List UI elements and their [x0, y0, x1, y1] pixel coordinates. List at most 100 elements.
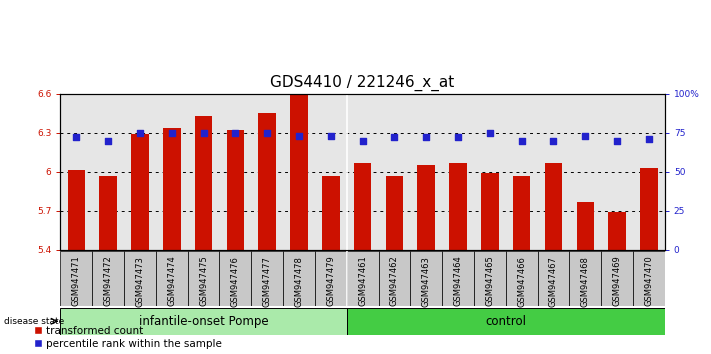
Point [611, 138, 623, 143]
Text: GSM947466: GSM947466 [517, 256, 526, 307]
Bar [417, 165, 435, 250]
Point [262, 130, 273, 136]
Text: GSM947467: GSM947467 [549, 256, 558, 307]
Text: GSM947474: GSM947474 [167, 256, 176, 307]
Bar [124, 94, 156, 250]
Point [357, 138, 368, 143]
Text: GSM947470: GSM947470 [644, 256, 653, 307]
FancyBboxPatch shape [283, 251, 315, 306]
FancyBboxPatch shape [347, 308, 665, 335]
Legend: transformed count, percentile rank within the sample: transformed count, percentile rank withi… [33, 326, 222, 349]
Text: GSM947478: GSM947478 [294, 256, 304, 307]
Bar [92, 94, 124, 250]
Bar [385, 176, 403, 250]
Bar [156, 94, 188, 250]
FancyBboxPatch shape [538, 251, 570, 306]
FancyBboxPatch shape [410, 251, 442, 306]
Text: GSM947471: GSM947471 [72, 256, 81, 307]
Bar [315, 94, 347, 250]
Bar [68, 170, 85, 250]
Text: GSM947479: GSM947479 [326, 256, 336, 307]
Bar [188, 94, 220, 250]
Bar [283, 94, 315, 250]
Point [325, 133, 336, 139]
Point [484, 130, 496, 136]
Bar [100, 176, 117, 250]
Point [70, 135, 82, 140]
Bar [410, 94, 442, 250]
Text: GSM947475: GSM947475 [199, 256, 208, 307]
Point [198, 130, 209, 136]
Bar [258, 113, 276, 250]
FancyBboxPatch shape [188, 251, 220, 306]
Bar [163, 127, 181, 250]
Bar [506, 94, 538, 250]
Point [166, 130, 178, 136]
Point [452, 135, 464, 140]
Bar [538, 94, 570, 250]
FancyBboxPatch shape [60, 308, 347, 335]
Text: disease state: disease state [4, 317, 64, 326]
Bar [378, 94, 410, 250]
Bar [577, 201, 594, 250]
Title: GDS4410 / 221246_x_at: GDS4410 / 221246_x_at [270, 75, 455, 91]
Text: control: control [485, 315, 526, 328]
Point [230, 130, 241, 136]
Bar [132, 134, 149, 250]
Point [102, 138, 114, 143]
Bar [290, 94, 308, 250]
Bar [251, 94, 283, 250]
FancyBboxPatch shape [474, 251, 506, 306]
Bar [449, 162, 467, 250]
Text: GSM947465: GSM947465 [486, 256, 494, 307]
Text: GSM947461: GSM947461 [358, 256, 367, 307]
FancyBboxPatch shape [602, 251, 633, 306]
FancyBboxPatch shape [251, 251, 283, 306]
Point [547, 138, 559, 143]
Point [516, 138, 528, 143]
FancyBboxPatch shape [92, 251, 124, 306]
FancyBboxPatch shape [378, 251, 410, 306]
Text: GSM947476: GSM947476 [231, 256, 240, 307]
Bar [481, 173, 498, 250]
Bar [513, 176, 530, 250]
Text: GSM947468: GSM947468 [581, 256, 589, 307]
Point [389, 135, 400, 140]
FancyBboxPatch shape [506, 251, 538, 306]
Bar [633, 94, 665, 250]
Point [420, 135, 432, 140]
Bar [474, 94, 506, 250]
Point [294, 133, 305, 139]
Text: GSM947473: GSM947473 [136, 256, 144, 307]
Bar [570, 94, 602, 250]
Bar [442, 94, 474, 250]
FancyBboxPatch shape [442, 251, 474, 306]
Point [643, 136, 655, 142]
Text: GSM947463: GSM947463 [422, 256, 431, 307]
Point [579, 133, 591, 139]
FancyBboxPatch shape [156, 251, 188, 306]
FancyBboxPatch shape [570, 251, 602, 306]
Text: GSM947477: GSM947477 [262, 256, 272, 307]
Point [134, 130, 146, 136]
Text: GSM947464: GSM947464 [454, 256, 463, 307]
Bar [640, 168, 658, 250]
Bar [195, 116, 213, 250]
Bar [602, 94, 633, 250]
FancyBboxPatch shape [60, 251, 92, 306]
FancyBboxPatch shape [124, 251, 156, 306]
Text: GSM947469: GSM947469 [613, 256, 621, 307]
Bar [220, 94, 251, 250]
FancyBboxPatch shape [347, 251, 378, 306]
Text: GSM947472: GSM947472 [104, 256, 112, 307]
Bar [609, 212, 626, 250]
Text: GSM947462: GSM947462 [390, 256, 399, 307]
Bar [60, 94, 92, 250]
Bar [227, 130, 244, 250]
FancyBboxPatch shape [220, 251, 251, 306]
Text: infantile-onset Pompe: infantile-onset Pompe [139, 315, 268, 328]
FancyBboxPatch shape [315, 251, 347, 306]
FancyBboxPatch shape [633, 251, 665, 306]
Bar [354, 162, 371, 250]
Bar [545, 162, 562, 250]
